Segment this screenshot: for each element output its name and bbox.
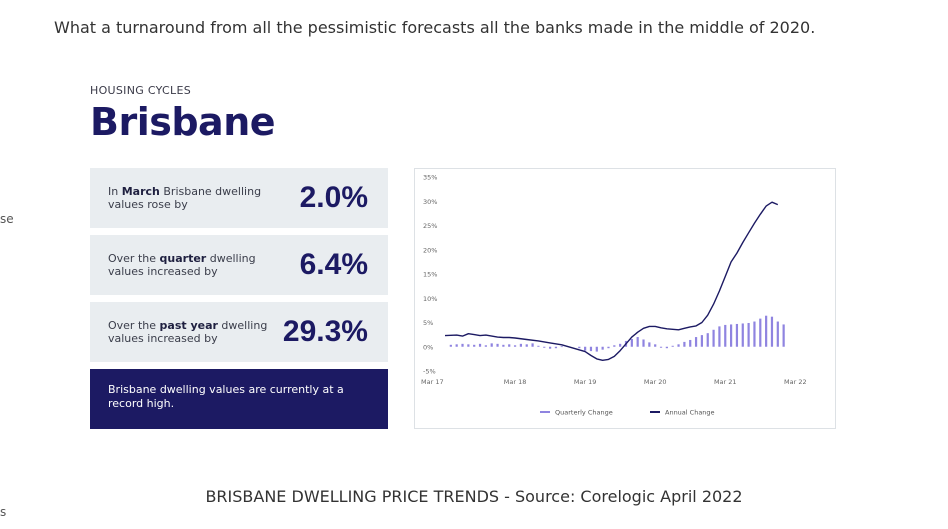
quarterly-change-bar (484, 345, 487, 347)
x-tick-label: Mar 19 (574, 378, 597, 386)
x-tick-label: Mar 20 (644, 378, 667, 386)
y-tick-label: 35% (423, 174, 437, 182)
y-tick-label: 25% (423, 222, 437, 230)
quarterly-change-bar (765, 315, 768, 347)
quarterly-change-bar (461, 343, 464, 347)
quarterly-change-bar (496, 343, 499, 347)
quarterly-change-bar (589, 346, 593, 352)
chart-svg: 35% 30% 25% 20% 15% 10% 5% 0% -5% Mar 17 Mar 18 Mar… (421, 174, 807, 417)
x-tick-label: Mar 21 (714, 378, 737, 386)
quarterly-change-bar (770, 316, 774, 347)
y-tick-label: 30% (423, 198, 437, 206)
quarterly-change-bar (724, 324, 727, 347)
x-tick-label: Mar 18 (504, 378, 527, 386)
quarterly-change-bar (718, 326, 721, 347)
quarterly-change-bar (654, 344, 657, 347)
quarterly-change-bar (548, 346, 552, 349)
quarterly-change-bar (525, 344, 528, 347)
quarterly-change-bar (619, 343, 622, 347)
quarterly-change-bar (519, 343, 523, 347)
price-trend-chart: 35% 30% 25% 20% 15% 10% 5% 0% -5% Mar 17 Mar 18 Mar… (414, 168, 836, 429)
quarterly-change-bar (449, 344, 452, 347)
y-tick-label: 5% (423, 319, 433, 327)
quarterly-change-bar (706, 333, 709, 347)
quarterly-change-bar (455, 344, 458, 347)
x-tick-label: Mar 17 (421, 378, 444, 386)
y-tick-label: 15% (423, 271, 437, 279)
housing-cycles-figure: HOUSING CYCLES Brisbane In March Brisban… (90, 82, 838, 442)
quarterly-change-bar (753, 321, 756, 347)
cropped-left-text-2: s (0, 505, 7, 519)
stat-card-quarter: Over the quarter dwelling values increas… (90, 235, 388, 295)
quarterly-change-bar (531, 343, 534, 347)
quarterly-change-bar (735, 323, 739, 347)
annual-change-line (444, 201, 779, 361)
quarterly-change-bar (554, 346, 558, 349)
quarterly-change-bar (700, 335, 704, 347)
stat-description: Over the quarter dwelling values increas… (108, 252, 256, 278)
quarterly-change-bar (543, 346, 546, 348)
figure-caption: BRISBANE DWELLING PRICE TRENDS - Source:… (205, 487, 743, 506)
intro-paragraph: What a turnaround from all the pessimist… (54, 18, 816, 37)
quarterly-change-bar (490, 343, 493, 347)
quarterly-change-bar (782, 324, 785, 347)
stat-value: 29.3% (282, 315, 368, 348)
cropped-left-text-1: se (0, 212, 14, 226)
quarterly-change-bar (683, 341, 686, 347)
quarterly-change-bar (636, 337, 639, 347)
quarterly-change-bar (537, 345, 540, 347)
quarterly-change-bar (560, 346, 563, 348)
quarterly-change-bar (648, 342, 651, 347)
quarterly-change-bar (729, 324, 733, 347)
record-high-note: Brisbane dwelling values are currently a… (90, 369, 388, 429)
quarterly-change-bar (584, 346, 587, 351)
quarterly-change-bar (630, 338, 633, 347)
quarterly-change-bar (502, 344, 505, 347)
y-tick-label: 20% (423, 246, 437, 254)
quarterly-change-bar (642, 339, 645, 347)
stat-card-year: Over the past year dwelling values incre… (90, 302, 388, 362)
legend-label: Quarterly Change (555, 409, 613, 417)
quarterly-change-bar (759, 318, 762, 347)
quarterly-change-bar (694, 337, 698, 347)
quarterly-change-bar (595, 346, 598, 352)
quarterly-change-bar (776, 321, 779, 347)
stat-card-month: In March Brisbane dwelling values rose b… (90, 168, 388, 228)
quarterly-change-bar (659, 346, 663, 348)
x-tick-label: Mar 22 (784, 378, 807, 386)
quarterly-change-bar (665, 346, 668, 349)
quarterly-change-bar (712, 329, 715, 347)
figure-city-title: Brisbane (90, 100, 276, 144)
quarterly-change-bar (613, 345, 616, 347)
y-tick-label: 0% (423, 343, 433, 351)
quarterly-change-bar (513, 345, 517, 347)
stat-value: 2.0% (299, 181, 368, 214)
stat-description: Over the past year dwelling values incre… (108, 319, 268, 345)
figure-kicker: HOUSING CYCLES (90, 84, 192, 97)
y-tick-label: 10% (423, 295, 437, 303)
quarterly-change-bar (677, 344, 680, 347)
quarterly-change-bar (467, 344, 470, 347)
quarterly-change-bar (508, 344, 511, 347)
quarterly-change-bar (689, 339, 692, 347)
quarterly-change-bar (607, 346, 610, 349)
quarterly-change-bar (478, 343, 482, 347)
quarterly-change-bar (578, 346, 581, 349)
quarterly-change-bar (747, 322, 750, 347)
quarterly-change-bar (601, 346, 604, 350)
stat-value: 6.4% (299, 248, 368, 281)
quarterly-change-bar (473, 344, 476, 347)
legend-label: Annual Change (665, 409, 715, 417)
quarterly-change-bar (671, 345, 674, 347)
quarterly-change-bar (741, 323, 744, 347)
stat-description: In March Brisbane dwelling values rose b… (108, 185, 262, 211)
y-tick-label: -5% (423, 368, 436, 376)
